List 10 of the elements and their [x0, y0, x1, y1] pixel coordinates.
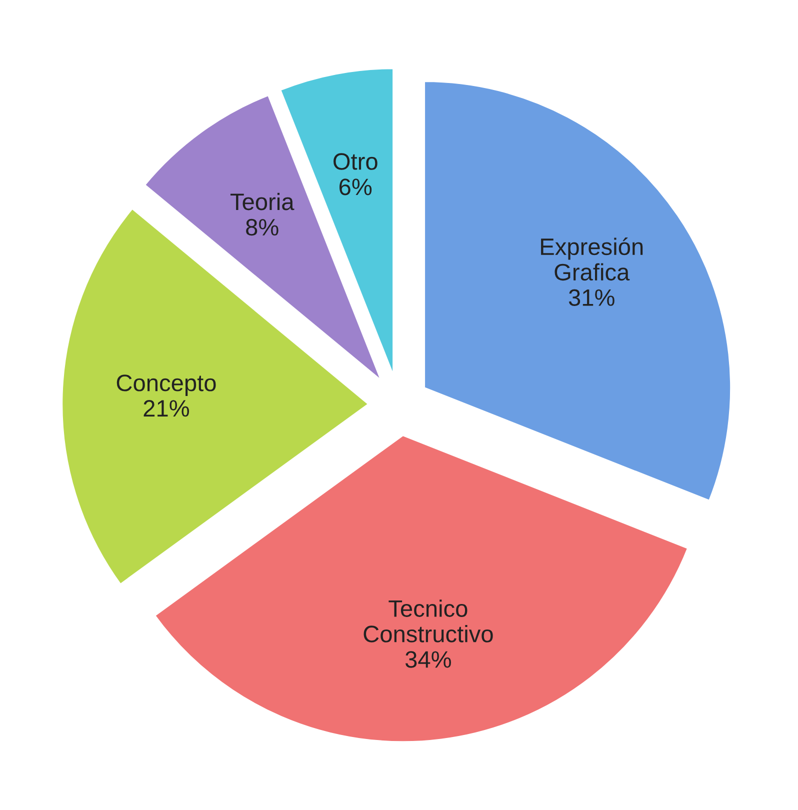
data-label: 21%	[144, 400, 190, 417]
slice-label: Teoria	[230, 192, 294, 210]
slice-label: Tecnico Constructivo	[364, 600, 493, 642]
slice-label: Expresión Grafica	[541, 238, 643, 281]
data-label: 6%	[339, 178, 372, 196]
slice-label: Otro	[334, 153, 378, 170]
data-label: 8%	[246, 218, 278, 236]
data-label: 34%	[405, 651, 451, 668]
slice-label: Concepto	[116, 374, 216, 396]
data-label: 31%	[568, 289, 614, 306]
